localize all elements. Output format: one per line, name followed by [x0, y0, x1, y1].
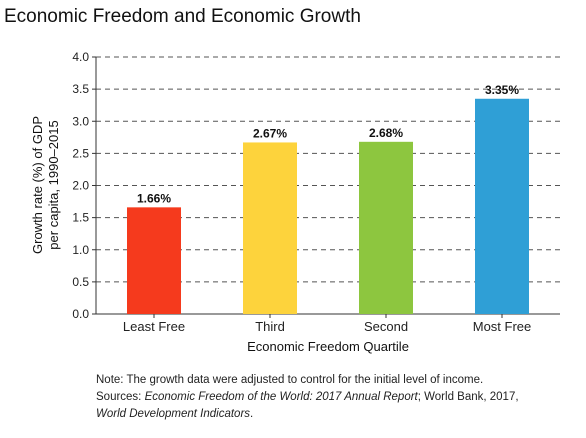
x-tick-label: Least Free: [123, 319, 185, 334]
bar: [359, 141, 413, 314]
x-axis-title: Economic Freedom Quartile: [247, 339, 409, 354]
y-tick-label: 2.5: [72, 146, 89, 160]
source-title-2: World Development Indicators: [96, 408, 251, 420]
y-tick-label: 3.5: [72, 82, 89, 96]
y-tick-label: 1.0: [72, 243, 89, 257]
y-tick-labels: 0.0 0.5 1.0 1.5 2.0 2.5 3.0 3.5 4.0: [72, 50, 89, 321]
data-label: 2.67%: [253, 126, 287, 140]
y-tick-label: 0.0: [72, 307, 89, 321]
x-tick-label: Most Free: [473, 319, 532, 334]
y-axis-title-line1: Growth rate (%) of GDP: [30, 116, 45, 254]
data-label: 2.68%: [369, 126, 403, 140]
y-tick-label: 2.0: [72, 179, 89, 193]
x-tick-label: Second: [364, 319, 408, 334]
y-tick-label: 4.0: [72, 50, 89, 64]
bar: [243, 142, 297, 314]
source-title-1: Economic Freedom of the World: 2017 Annu…: [144, 391, 418, 403]
y-tick-label: 3.0: [72, 114, 89, 128]
data-label: 3.35%: [485, 83, 519, 97]
sources-line: Sources: Economic Freedom of the World: …: [96, 389, 576, 406]
chart-note: Note: The growth data were adjusted to c…: [96, 372, 576, 423]
bar: [127, 207, 181, 314]
bar-chart: 0.0 0.5 1.0 1.5 2.0 2.5 3.0 3.5 4.0 1.66% 2.67% 2.…: [30, 50, 560, 354]
data-label: 1.66%: [137, 191, 171, 205]
bar: [475, 98, 529, 314]
page-title: Economic Freedom and Economic Growth: [4, 6, 361, 27]
x-tick-label: Third: [255, 319, 285, 334]
y-tick-label: 0.5: [72, 275, 89, 289]
y-axis-title-line2: per capita, 1990–2015: [46, 120, 61, 249]
data-labels: 1.66% 2.67% 2.68% 3.35%: [137, 83, 519, 206]
bars: [127, 98, 529, 314]
sources-prefix: Sources:: [96, 391, 145, 403]
sources-line-2: World Development Indicators.: [96, 406, 576, 423]
y-tick-label: 1.5: [72, 211, 89, 225]
sources-mid: ; World Bank, 2017,: [417, 391, 519, 403]
sources-end: .: [250, 408, 254, 420]
x-tick-labels: Least Free Third Second Most Free: [123, 319, 531, 334]
note-line: Note: The growth data were adjusted to c…: [96, 374, 484, 386]
